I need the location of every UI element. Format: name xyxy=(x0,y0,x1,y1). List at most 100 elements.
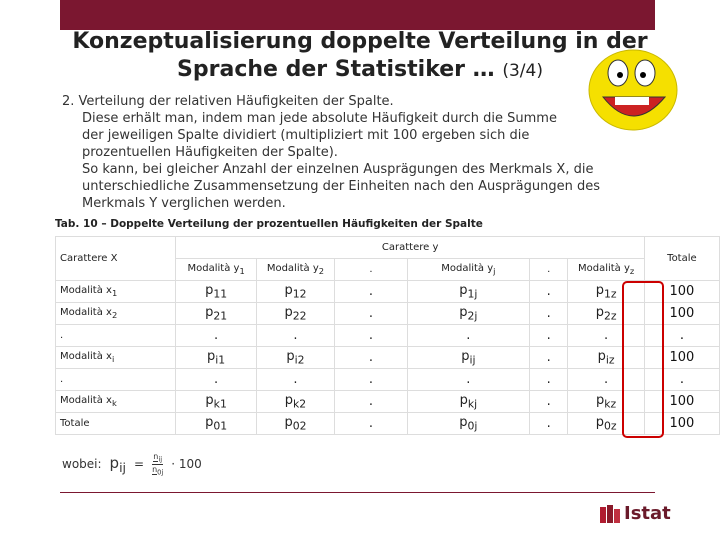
table-cell: . xyxy=(334,412,408,435)
table-cell: . xyxy=(334,324,408,347)
equals: = xyxy=(134,457,145,472)
cell-text: p xyxy=(596,392,605,408)
footer-rule xyxy=(60,492,655,493)
table-cell: pk2 xyxy=(255,390,336,413)
column-header: Modalità y1 xyxy=(175,258,257,281)
table-cell: Modalità xk xyxy=(54,390,177,413)
table-cell: . xyxy=(529,324,569,347)
table-cell: . xyxy=(334,302,408,325)
table-cell: Modalità x2 xyxy=(54,302,177,325)
cell-text: . xyxy=(466,328,471,343)
column-label: . xyxy=(369,264,373,275)
table-cell: . xyxy=(334,368,408,391)
column-label: Modalità y xyxy=(187,263,240,274)
cell-text: . xyxy=(546,394,551,409)
cell-text: 100 xyxy=(669,394,695,409)
table-cell: p01 xyxy=(175,412,257,435)
cell-text: 100 xyxy=(669,350,695,365)
table-row: Modalità xk pk1 pk2. pkj. pkz 100 xyxy=(54,390,720,413)
column-header: . xyxy=(529,258,569,281)
formula-term-sub: ij xyxy=(119,459,127,475)
cell-text: p xyxy=(205,414,214,430)
cell-text: . xyxy=(368,372,373,387)
cell-text-sub: k2 xyxy=(293,397,307,411)
cell-text: p xyxy=(461,348,470,364)
cell-text: Totale xyxy=(60,418,90,429)
cell-text: p xyxy=(459,304,468,320)
cell-text: . xyxy=(368,350,373,365)
column-header: Modalità y2 xyxy=(255,258,336,281)
table-row: Totale p01 p02. p0j. p0z 100 xyxy=(54,412,720,435)
cell-text: . xyxy=(546,306,551,321)
cell-text-sub: 0z xyxy=(603,419,617,433)
cell-text: . xyxy=(546,416,551,431)
formula-term: p xyxy=(109,453,120,472)
cell-text: p xyxy=(459,282,468,298)
formula-term: n xyxy=(153,452,159,462)
table-cell: . xyxy=(255,368,336,391)
logo-icon xyxy=(600,504,620,523)
cell-text-sub: 0j xyxy=(467,419,478,433)
table-cell: . xyxy=(54,324,177,347)
cell-text: p xyxy=(207,348,216,364)
table-row: ........ xyxy=(54,368,720,391)
table-cell: p2j xyxy=(406,302,531,325)
table-cell: pij xyxy=(406,346,531,369)
cell-text: 100 xyxy=(669,284,695,299)
cell-text-sub: 2 xyxy=(111,310,118,320)
column-label: . xyxy=(547,264,551,275)
cell-text: p xyxy=(284,282,293,298)
column-label-sub: 1 xyxy=(239,266,245,276)
table-cell: . xyxy=(529,412,569,435)
table-cell: . xyxy=(406,368,531,391)
cell-text: p xyxy=(595,304,604,320)
cell-text: . xyxy=(214,372,219,387)
cell-text-sub: k xyxy=(111,398,117,408)
table-cell: . xyxy=(334,346,408,369)
cell-text: p xyxy=(284,304,293,320)
cell-text: . xyxy=(368,284,373,299)
table-cell: . xyxy=(54,368,177,391)
cell-text: p xyxy=(286,348,295,364)
cell-text-sub: iz xyxy=(605,353,615,367)
cell-text: p xyxy=(459,392,468,408)
cell-text-sub: 22 xyxy=(292,309,307,323)
table-cell: Totale xyxy=(54,412,177,435)
highlight-box xyxy=(622,281,664,438)
cell-text: . xyxy=(604,372,609,387)
cell-text: p xyxy=(597,348,606,364)
table-cell: p0j xyxy=(406,412,531,435)
table-cell: pi2 xyxy=(255,346,336,369)
cell-text: . xyxy=(293,328,298,343)
body-line: Merkmals Y verglichen werden. xyxy=(82,196,286,211)
cell-text: . xyxy=(293,372,298,387)
table-row: Modalità x1 p11 p12. p1j. p1z 100 xyxy=(54,280,720,303)
logo-text: Istat xyxy=(624,503,671,524)
cell-text: p xyxy=(284,414,293,430)
formula: wobei: pij = nij n0j · 100 xyxy=(62,452,202,476)
title-part: (3/4) xyxy=(502,61,543,81)
table-cell: . xyxy=(529,368,569,391)
title-text: Konzeptualisierung doppelte Verteilung i… xyxy=(72,29,648,82)
denominator: n0j xyxy=(152,464,163,476)
table-cell: p22 xyxy=(255,302,336,325)
cell-text-sub: 02 xyxy=(292,419,307,433)
cell-text: . xyxy=(679,372,684,387)
formula-term-sub: ij xyxy=(158,455,163,464)
cell-text: . xyxy=(368,306,373,321)
body-line: unterschiedliche Zusammensetzung der Ein… xyxy=(82,179,600,194)
cell-text: . xyxy=(604,328,609,343)
row-header: Carattere X xyxy=(54,236,177,281)
cell-text: p xyxy=(205,392,214,408)
cell-text: Modalità x xyxy=(60,395,112,406)
table-cell: Modalità xi xyxy=(54,346,177,369)
cell-text-sub: ij xyxy=(469,353,476,367)
table: Carattere X Carattere y Totale Modalità y1 M… xyxy=(54,236,720,435)
cell-text: . xyxy=(60,374,64,385)
table-cell: p1j xyxy=(406,280,531,303)
cell-text-sub: k1 xyxy=(213,397,227,411)
cell-text-sub: 1j xyxy=(467,287,478,301)
numerator: nij xyxy=(152,452,164,465)
cell-text-sub: i xyxy=(111,354,115,364)
cell-text: . xyxy=(214,328,219,343)
